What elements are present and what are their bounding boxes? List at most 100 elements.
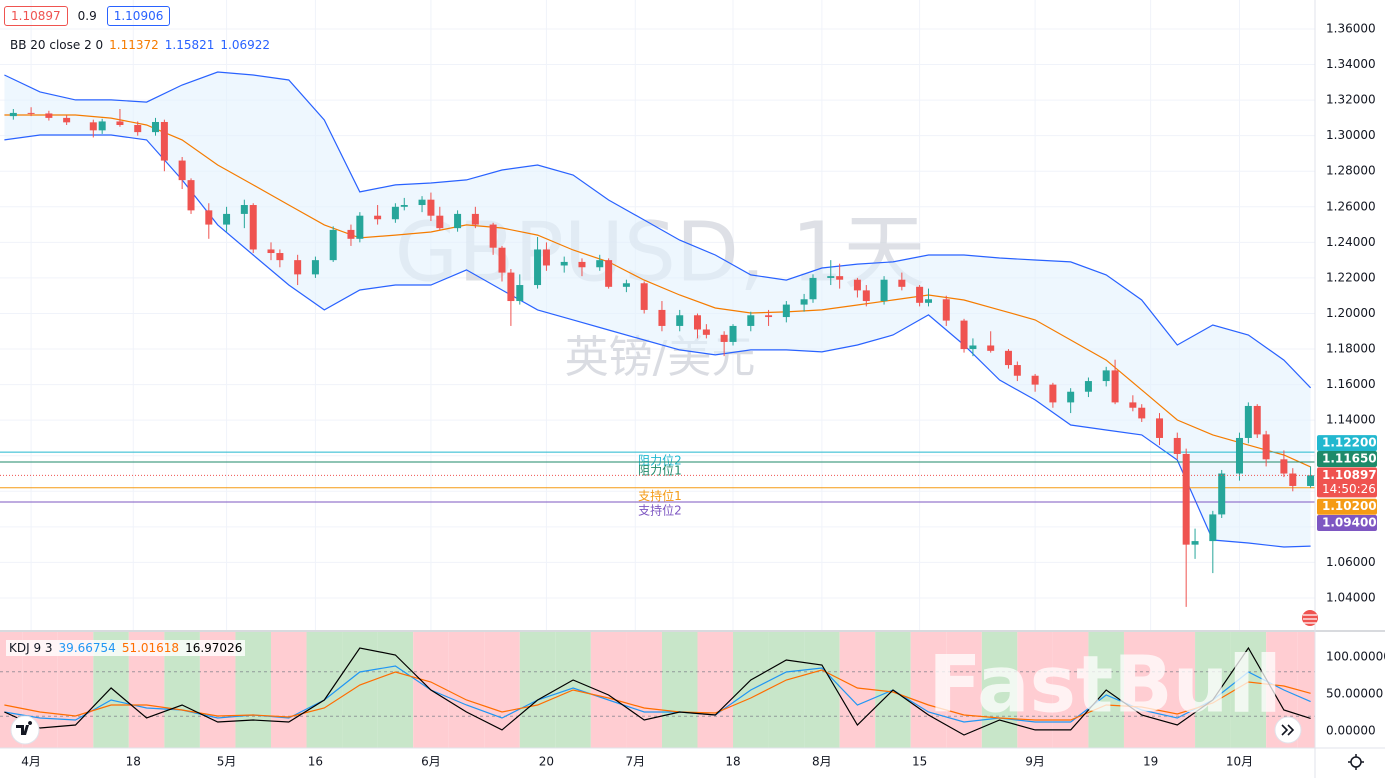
bb-label: BB 20 close 2 0 xyxy=(10,38,104,52)
candle-body xyxy=(898,279,906,287)
candle-body xyxy=(916,286,924,303)
kdj-line xyxy=(4,646,1311,736)
candle-body xyxy=(1084,381,1092,392)
candle-body xyxy=(720,334,728,342)
x-tick-label: 9月 xyxy=(1025,755,1045,769)
candle-body xyxy=(1102,370,1110,382)
candle-body xyxy=(116,121,124,126)
x-tick-label: 16 xyxy=(308,755,323,769)
d-value: 51.01618 xyxy=(121,641,180,655)
candle-body xyxy=(267,249,275,254)
candle-body xyxy=(1289,473,1297,486)
x-tick-label: 18 xyxy=(126,755,141,769)
kdj-line xyxy=(4,669,1311,721)
brand-watermark: FastBull xyxy=(928,640,1282,730)
candle-body xyxy=(240,205,248,214)
candle-body xyxy=(747,315,755,326)
x-tick-label: 19 xyxy=(1143,755,1158,769)
x-tick-label: 8月 xyxy=(812,755,832,769)
candle-body xyxy=(1191,541,1199,545)
candle-body xyxy=(1156,418,1164,438)
kdj-tick-label: 50.00000 xyxy=(1326,686,1383,700)
candle-body xyxy=(809,277,817,300)
scroll-icon[interactable] xyxy=(1281,724,1295,736)
quote-row: 1.10897 0.9 1.10906 xyxy=(4,6,171,26)
candle-body xyxy=(356,215,364,239)
bid-price[interactable]: 1.10897 xyxy=(4,6,68,26)
candle-body xyxy=(418,199,426,206)
y-tick-label: 1.30000 xyxy=(1326,128,1376,142)
kdj-tick-label: 100.00000 xyxy=(1326,650,1385,664)
bb-lower xyxy=(4,134,1311,548)
kdj-region xyxy=(342,632,378,748)
kdj-region xyxy=(626,632,662,748)
x-tick-label: 7月 xyxy=(625,755,645,769)
candle-body xyxy=(658,309,666,326)
level-price-label: 1.12200 xyxy=(1322,436,1377,450)
y-tick-label: 1.36000 xyxy=(1326,21,1376,35)
candle-body xyxy=(249,205,257,250)
kdj-region xyxy=(484,632,520,748)
candle-body xyxy=(9,112,17,117)
candle-body xyxy=(605,260,613,287)
gear-teeth[interactable] xyxy=(1348,754,1364,770)
candle-body xyxy=(542,249,550,266)
flag-stripes xyxy=(1303,614,1317,624)
tradingview-logo[interactable] xyxy=(10,715,40,745)
logo-mark[interactable] xyxy=(16,721,33,735)
level-price-label: 1.11650 xyxy=(1322,451,1377,465)
candle-body xyxy=(853,279,861,291)
candle-body xyxy=(178,160,186,181)
kdj-region xyxy=(1297,632,1315,748)
candle-body xyxy=(1049,384,1057,403)
spread: 0.9 xyxy=(77,9,97,23)
candle-body xyxy=(800,299,808,305)
candle-body xyxy=(1280,459,1288,474)
y-tick-label: 1.06000 xyxy=(1326,555,1376,569)
kdj-legend: KDJ 9 3 39.66754 51.01618 16.97026 xyxy=(6,640,246,656)
candle-body xyxy=(1182,453,1190,545)
kdj-region xyxy=(448,632,485,748)
level-name: 阻力位1 xyxy=(638,462,682,477)
candle-body xyxy=(329,229,337,261)
level-price-box xyxy=(1317,450,1377,467)
candle-body xyxy=(471,213,479,225)
candle-body xyxy=(507,272,515,302)
settings-button[interactable] xyxy=(1348,754,1364,770)
plot: 4月 18 5月 16 6月 20 7月 18 8月 15 9月 19 10月 1.36000 1.3400… xyxy=(0,21,1385,769)
candle-body xyxy=(1173,437,1181,454)
candle-body xyxy=(960,320,968,350)
candle-body xyxy=(98,121,106,131)
x-tick-label: 20 xyxy=(539,755,554,769)
candle-body xyxy=(436,215,444,229)
ask-price[interactable]: 1.10906 xyxy=(106,6,171,26)
candle-body xyxy=(1218,473,1226,515)
candle-body xyxy=(400,205,408,207)
candle-body xyxy=(924,299,932,303)
kdj-tick-label: 0.00000 xyxy=(1326,723,1376,737)
bb-lower-value: 1.06922 xyxy=(220,38,271,52)
kdj-label: KDJ 9 3 xyxy=(9,641,53,655)
bb-basis xyxy=(4,114,1311,468)
kdj-region xyxy=(1052,632,1089,748)
candle-body xyxy=(942,299,950,321)
candle-body xyxy=(622,283,630,287)
kdj-region xyxy=(377,632,414,748)
bb-upper-value: 1.15821 xyxy=(164,38,215,52)
kdj-region xyxy=(768,632,805,748)
level-price-label: 1.10200 xyxy=(1322,499,1377,513)
candle-body xyxy=(489,224,497,248)
kdj-region xyxy=(270,632,307,748)
y-tick-label: 1.26000 xyxy=(1326,199,1376,213)
bb-fill xyxy=(4,72,1311,547)
candle-body xyxy=(89,122,97,131)
candle-body xyxy=(427,199,435,216)
level-name: 支持位1 xyxy=(638,488,682,503)
kdj-region xyxy=(910,632,947,748)
bb-legend: BB 20 close 2 0 1.11372 1.15821 1.06922 xyxy=(10,38,270,52)
candle-body xyxy=(640,283,648,310)
scroll-button[interactable] xyxy=(1274,716,1302,744)
kdj-region xyxy=(1230,632,1267,748)
